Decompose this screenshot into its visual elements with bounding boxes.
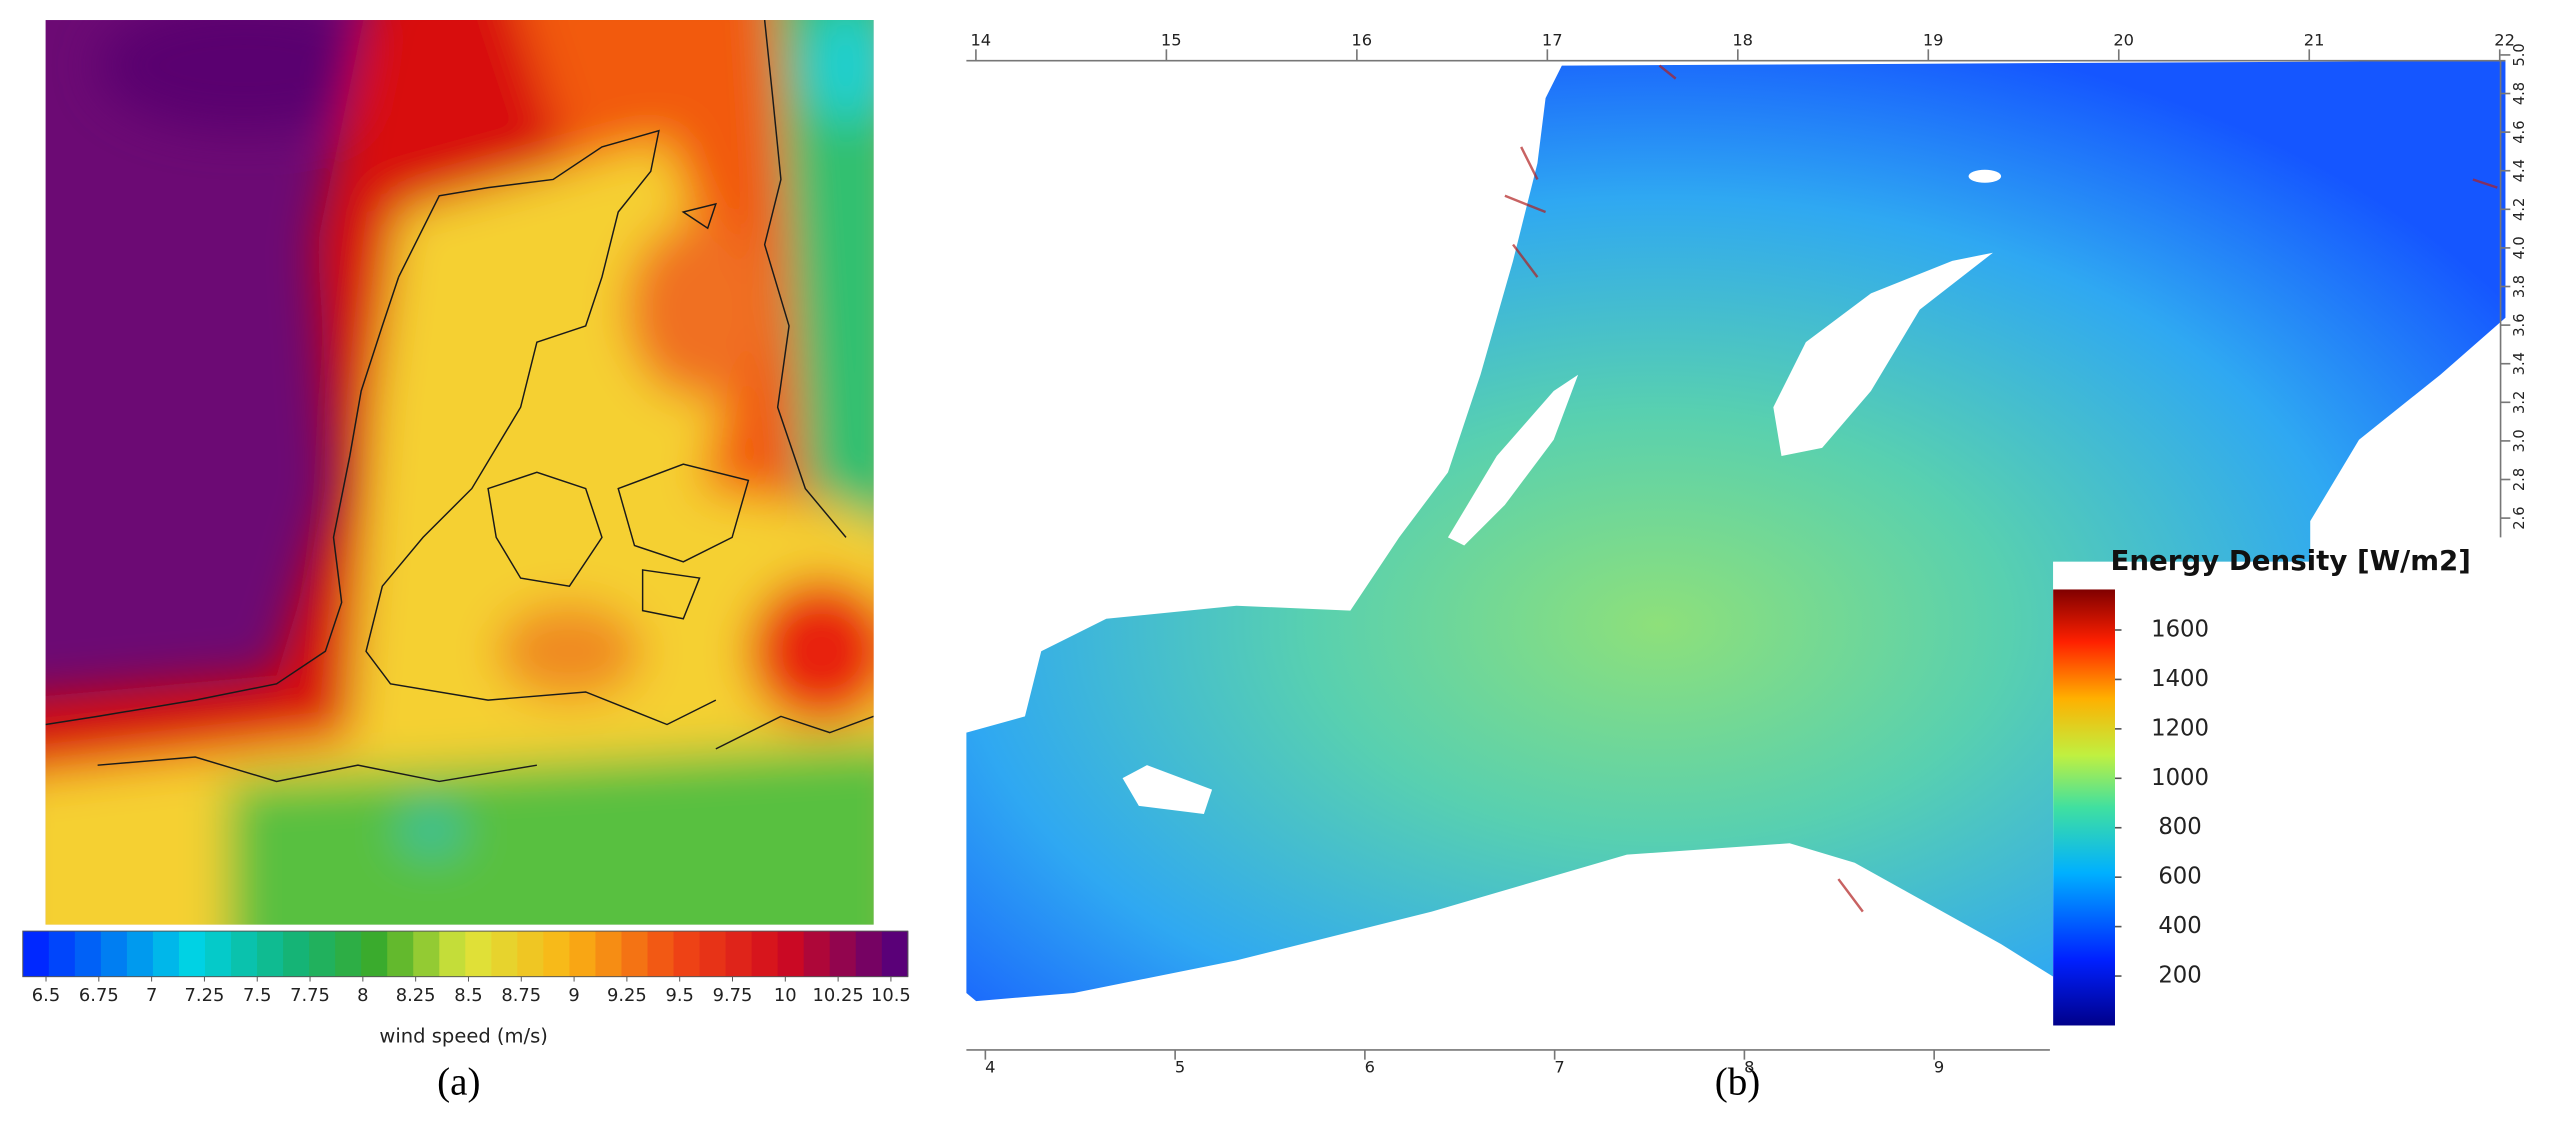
right-axis-label: 4.2 <box>2511 198 2528 221</box>
colorbar-a-tick-label: 8 <box>357 985 368 1006</box>
bottom-axis-label: 7 <box>1554 1057 1564 1076</box>
colorbar-a-tick-label: 9.25 <box>607 985 647 1006</box>
colorbar-a-block <box>543 931 570 977</box>
colorbar-a-tick-label: 7 <box>146 985 157 1006</box>
right-axis-label: 2.8 <box>2511 468 2528 491</box>
colorbar-a-block <box>100 931 128 977</box>
colorbar-a-block <box>439 931 466 977</box>
colorbar-a-block <box>387 931 414 977</box>
colorbar-a-block <box>829 931 857 977</box>
colorbar-b-tick-label: 1000 <box>2151 765 2209 791</box>
colorbar-a-block <box>335 931 362 977</box>
colorbar-a-block <box>881 931 909 977</box>
colorbar-a-block <box>152 931 180 977</box>
colorbar-a-tick-label: 7.75 <box>290 985 330 1006</box>
wind-map <box>45 20 874 925</box>
top-axis-label: 15 <box>1161 31 1182 50</box>
bottom-axis-label: 5 <box>1175 1057 1185 1076</box>
colorbar-a-block <box>855 931 883 977</box>
colorbar-a-block <box>48 931 76 977</box>
colorbar-a-frame <box>22 930 909 978</box>
right-axis-label: 3.2 <box>2511 391 2528 414</box>
colorbar-a-block <box>491 931 518 977</box>
colorbar-b-tick-label: 800 <box>2158 814 2201 840</box>
panel-a-label: (a) <box>437 1061 480 1104</box>
colorbar-a-block <box>126 931 154 977</box>
colorbar-a-block <box>465 931 492 977</box>
top-axis-label: 17 <box>1542 31 1563 50</box>
top-axis-label: 22 <box>2494 31 2515 50</box>
right-axis-label: 3.8 <box>2511 275 2528 298</box>
colorbar-a-block <box>74 931 102 977</box>
colorbar-a-tick-label: 7.5 <box>243 985 271 1006</box>
right-axis-label: 5.0 <box>2511 43 2528 66</box>
colorbar-a-block <box>517 931 544 977</box>
top-axis-label: 18 <box>1732 31 1753 50</box>
colorbar-a-tick-label: 10 <box>774 985 797 1006</box>
colorbar-a-tick-label: 10.25 <box>813 985 864 1006</box>
bottom-axis-label: 9 <box>1934 1057 1944 1076</box>
right-axis-label: 3.4 <box>2511 352 2528 375</box>
colorbar-a-block <box>257 931 284 977</box>
colorbar-a-block <box>699 931 727 977</box>
colorbar-a-tick-label: 9.5 <box>665 985 693 1006</box>
colorbar-a-tick-label: 10.5 <box>871 985 911 1006</box>
colorbar-a-block <box>569 931 596 977</box>
colorbar-b-tick-label: 400 <box>2158 913 2201 939</box>
colorbar-a-block <box>204 931 232 977</box>
colorbar-a-block <box>803 931 831 977</box>
colorbar-b-tick-label: 200 <box>2158 963 2201 989</box>
right-axis-label: 3.6 <box>2511 313 2528 336</box>
colorbar-a-tick-label: 7.25 <box>185 985 225 1006</box>
colorbar-a-tick-label: 9.75 <box>713 985 753 1006</box>
right-axis-label: 4.0 <box>2511 236 2528 259</box>
top-axis-label: 19 <box>1923 31 1944 50</box>
colorbar-a-tick-label: 8.25 <box>396 985 436 1006</box>
colorbar-a-block <box>725 931 753 977</box>
bottom-axis-label: 4 <box>985 1057 995 1076</box>
right-axis-label: 4.8 <box>2511 82 2528 105</box>
colorbar-a-block <box>283 931 310 977</box>
bottom-axis-label: 6 <box>1365 1057 1375 1076</box>
colorbar-a-tick-label: 9 <box>568 985 579 1006</box>
colorbar-a-title: wind speed (m/s) <box>379 1024 547 1047</box>
bottom-axis-label: 8 <box>1744 1057 1754 1076</box>
colorbar-a-block <box>22 931 50 977</box>
colorbar-a-block <box>621 931 648 977</box>
top-axis-label: 16 <box>1351 31 1372 50</box>
colorbar-b-tick-label: 600 <box>2158 864 2201 890</box>
colorbar-a-block <box>673 931 701 977</box>
colorbar-a-block <box>595 931 622 977</box>
colorbar-b-tick-label: 1600 <box>2151 616 2209 642</box>
colorbar-b-tick-label: 1400 <box>2151 666 2209 692</box>
colorbar-a-tick-label: 6.75 <box>79 985 119 1006</box>
right-axis-label: 3.0 <box>2511 429 2528 452</box>
panel-b-label: (b) <box>1715 1061 1761 1104</box>
colorbar-b-tick-label: 1200 <box>2151 715 2209 741</box>
top-axis-label: 20 <box>2113 31 2134 50</box>
colorbar-a-block <box>647 931 675 977</box>
colorbar-a-block <box>777 931 805 977</box>
top-axis-label: 14 <box>970 31 991 50</box>
right-axis-label: 4.6 <box>2511 120 2528 143</box>
right-axis-label: 4.4 <box>2511 159 2528 182</box>
colorbar-a-block <box>178 931 206 977</box>
top-axis-label: 21 <box>2304 31 2325 50</box>
colorbar-a-block <box>361 931 388 977</box>
colorbar-a-block <box>751 931 779 977</box>
colorbar-a-block <box>309 931 336 977</box>
colorbar-b-title: Energy Density [W/m2] <box>2110 544 2470 577</box>
energy-map <box>966 59 2525 1051</box>
colorbar-a-block <box>231 931 258 977</box>
colorbar-a-block <box>413 931 440 977</box>
colorbar-a-tick-label: 8.75 <box>501 985 541 1006</box>
colorbar-a-tick-label: 8.5 <box>454 985 482 1006</box>
right-axis-label: 2.6 <box>2511 506 2528 529</box>
colorbar-a-tick-label: 6.5 <box>32 985 60 1006</box>
